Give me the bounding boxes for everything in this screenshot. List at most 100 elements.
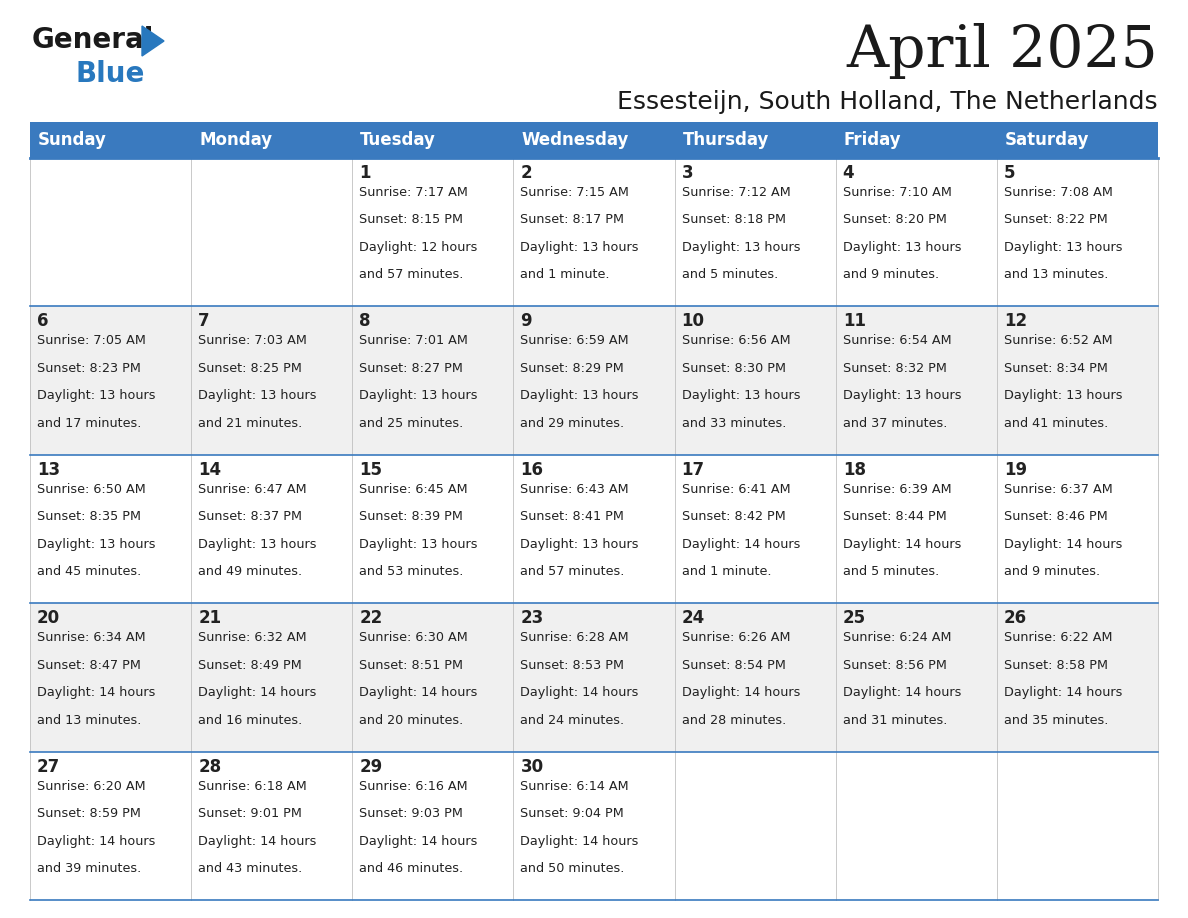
Text: and 16 minutes.: and 16 minutes. <box>198 713 303 726</box>
Text: Sunrise: 6:56 AM: Sunrise: 6:56 AM <box>682 334 790 347</box>
Text: Daylight: 14 hours: Daylight: 14 hours <box>37 834 156 847</box>
Text: Daylight: 13 hours: Daylight: 13 hours <box>520 241 639 254</box>
Text: Sunset: 8:56 PM: Sunset: 8:56 PM <box>842 658 947 672</box>
Text: and 25 minutes.: and 25 minutes. <box>359 417 463 430</box>
Text: Sunrise: 6:54 AM: Sunrise: 6:54 AM <box>842 334 952 347</box>
Text: Sunset: 8:29 PM: Sunset: 8:29 PM <box>520 362 624 375</box>
Text: Daylight: 13 hours: Daylight: 13 hours <box>682 241 800 254</box>
Text: Thursday: Thursday <box>683 131 769 149</box>
Bar <box>30 752 1158 900</box>
Text: Daylight: 13 hours: Daylight: 13 hours <box>842 241 961 254</box>
Text: 11: 11 <box>842 312 866 330</box>
Text: Daylight: 14 hours: Daylight: 14 hours <box>198 834 316 847</box>
Text: 29: 29 <box>359 757 383 776</box>
Text: Wednesday: Wednesday <box>522 131 628 149</box>
Text: and 33 minutes.: and 33 minutes. <box>682 417 786 430</box>
Bar <box>30 307 1158 454</box>
Text: and 9 minutes.: and 9 minutes. <box>842 268 939 281</box>
Text: General: General <box>32 26 154 54</box>
Text: Sunrise: 6:37 AM: Sunrise: 6:37 AM <box>1004 483 1113 496</box>
Text: Sunrise: 6:26 AM: Sunrise: 6:26 AM <box>682 632 790 644</box>
Text: Daylight: 14 hours: Daylight: 14 hours <box>1004 686 1123 700</box>
Text: and 35 minutes.: and 35 minutes. <box>1004 713 1108 726</box>
Text: and 17 minutes.: and 17 minutes. <box>37 417 141 430</box>
Text: Sunset: 8:53 PM: Sunset: 8:53 PM <box>520 658 625 672</box>
Text: Sunrise: 7:12 AM: Sunrise: 7:12 AM <box>682 186 790 199</box>
Bar <box>30 122 1158 158</box>
Text: Sunrise: 7:08 AM: Sunrise: 7:08 AM <box>1004 186 1113 199</box>
Text: Sunset: 8:25 PM: Sunset: 8:25 PM <box>198 362 302 375</box>
Text: Sunrise: 6:24 AM: Sunrise: 6:24 AM <box>842 632 952 644</box>
Text: 21: 21 <box>198 610 221 627</box>
Text: Daylight: 13 hours: Daylight: 13 hours <box>37 538 156 551</box>
Text: 19: 19 <box>1004 461 1026 479</box>
Text: 27: 27 <box>37 757 61 776</box>
Text: and 53 minutes.: and 53 minutes. <box>359 565 463 578</box>
Text: 6: 6 <box>37 312 49 330</box>
Text: and 46 minutes.: and 46 minutes. <box>359 862 463 875</box>
Text: Sunset: 8:37 PM: Sunset: 8:37 PM <box>198 510 302 523</box>
Text: Daylight: 14 hours: Daylight: 14 hours <box>682 538 800 551</box>
Text: and 29 minutes.: and 29 minutes. <box>520 417 625 430</box>
Text: 30: 30 <box>520 757 544 776</box>
Text: and 5 minutes.: and 5 minutes. <box>842 565 939 578</box>
Text: 7: 7 <box>198 312 210 330</box>
Text: Daylight: 13 hours: Daylight: 13 hours <box>520 389 639 402</box>
Text: Daylight: 13 hours: Daylight: 13 hours <box>520 538 639 551</box>
Text: and 57 minutes.: and 57 minutes. <box>520 565 625 578</box>
Text: Daylight: 13 hours: Daylight: 13 hours <box>1004 389 1123 402</box>
Text: 20: 20 <box>37 610 61 627</box>
Text: Daylight: 14 hours: Daylight: 14 hours <box>37 686 156 700</box>
Text: and 9 minutes.: and 9 minutes. <box>1004 565 1100 578</box>
Text: Sunset: 8:39 PM: Sunset: 8:39 PM <box>359 510 463 523</box>
Text: Sunrise: 6:59 AM: Sunrise: 6:59 AM <box>520 334 630 347</box>
Text: and 50 minutes.: and 50 minutes. <box>520 862 625 875</box>
Text: Sunset: 8:15 PM: Sunset: 8:15 PM <box>359 214 463 227</box>
Text: 1: 1 <box>359 164 371 182</box>
Text: Sunrise: 7:03 AM: Sunrise: 7:03 AM <box>198 334 307 347</box>
Text: Sunset: 8:41 PM: Sunset: 8:41 PM <box>520 510 625 523</box>
Text: 12: 12 <box>1004 312 1026 330</box>
Text: Sunrise: 7:15 AM: Sunrise: 7:15 AM <box>520 186 630 199</box>
Text: Sunrise: 6:22 AM: Sunrise: 6:22 AM <box>1004 632 1112 644</box>
Text: 28: 28 <box>198 757 221 776</box>
Text: 13: 13 <box>37 461 61 479</box>
Text: 14: 14 <box>198 461 221 479</box>
Text: Daylight: 14 hours: Daylight: 14 hours <box>198 686 316 700</box>
Text: 10: 10 <box>682 312 704 330</box>
Text: Sunrise: 6:30 AM: Sunrise: 6:30 AM <box>359 632 468 644</box>
Text: Sunrise: 6:52 AM: Sunrise: 6:52 AM <box>1004 334 1112 347</box>
Text: and 31 minutes.: and 31 minutes. <box>842 713 947 726</box>
Text: Daylight: 14 hours: Daylight: 14 hours <box>842 538 961 551</box>
Text: Daylight: 13 hours: Daylight: 13 hours <box>359 389 478 402</box>
Text: and 45 minutes.: and 45 minutes. <box>37 565 141 578</box>
Text: 4: 4 <box>842 164 854 182</box>
Text: and 5 minutes.: and 5 minutes. <box>682 268 778 281</box>
Text: Sunset: 8:46 PM: Sunset: 8:46 PM <box>1004 510 1107 523</box>
Text: and 57 minutes.: and 57 minutes. <box>359 268 463 281</box>
Text: Sunset: 8:35 PM: Sunset: 8:35 PM <box>37 510 141 523</box>
Text: Sunrise: 6:28 AM: Sunrise: 6:28 AM <box>520 632 630 644</box>
Text: Sunrise: 6:47 AM: Sunrise: 6:47 AM <box>198 483 307 496</box>
Text: Sunrise: 7:05 AM: Sunrise: 7:05 AM <box>37 334 146 347</box>
Text: Sunrise: 6:45 AM: Sunrise: 6:45 AM <box>359 483 468 496</box>
Text: Sunrise: 7:01 AM: Sunrise: 7:01 AM <box>359 334 468 347</box>
Text: and 39 minutes.: and 39 minutes. <box>37 862 141 875</box>
Text: Daylight: 14 hours: Daylight: 14 hours <box>520 834 639 847</box>
Text: Friday: Friday <box>843 131 902 149</box>
Text: Daylight: 13 hours: Daylight: 13 hours <box>37 389 156 402</box>
Text: Daylight: 14 hours: Daylight: 14 hours <box>842 686 961 700</box>
Text: Sunset: 8:58 PM: Sunset: 8:58 PM <box>1004 658 1108 672</box>
Text: Sunrise: 7:10 AM: Sunrise: 7:10 AM <box>842 186 952 199</box>
Text: Essesteijn, South Holland, The Netherlands: Essesteijn, South Holland, The Netherlan… <box>618 90 1158 114</box>
Text: Sunrise: 6:43 AM: Sunrise: 6:43 AM <box>520 483 630 496</box>
Text: 5: 5 <box>1004 164 1016 182</box>
Text: Daylight: 13 hours: Daylight: 13 hours <box>1004 241 1123 254</box>
Text: April 2025: April 2025 <box>846 23 1158 79</box>
Text: 23: 23 <box>520 610 544 627</box>
Text: Sunrise: 6:41 AM: Sunrise: 6:41 AM <box>682 483 790 496</box>
Text: 16: 16 <box>520 461 543 479</box>
Text: 18: 18 <box>842 461 866 479</box>
Text: and 21 minutes.: and 21 minutes. <box>198 417 303 430</box>
Text: Sunset: 8:18 PM: Sunset: 8:18 PM <box>682 214 785 227</box>
